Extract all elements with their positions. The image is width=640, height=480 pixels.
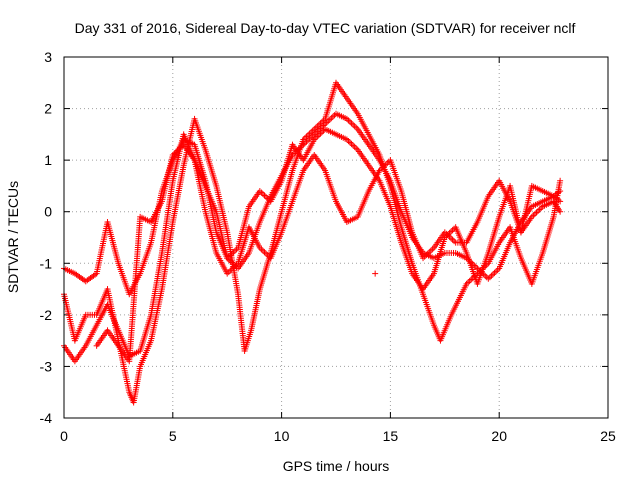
track-1-point: [326, 116, 333, 123]
x-tick-label: 15: [383, 428, 399, 444]
grid: [64, 57, 608, 418]
y-tick-label: -4: [40, 410, 53, 426]
y-axis-label: SDTVAR / TECUs: [5, 181, 21, 293]
track-4-point: [346, 139, 353, 146]
y-tick-label: -3: [40, 358, 53, 374]
track-4-point: [351, 143, 358, 150]
y-tick-label: 0: [44, 204, 52, 220]
track-3-point: [451, 238, 458, 245]
plot-frame: [63, 56, 609, 419]
track-3-point: [449, 236, 456, 243]
track-2-point: [557, 177, 564, 184]
y-tick-label: 3: [44, 49, 52, 65]
track-1-point: [491, 269, 498, 276]
x-tick-label: 20: [491, 428, 507, 444]
track-1-point: [486, 274, 493, 281]
x-tick-label: 5: [169, 428, 177, 444]
track-4-point: [231, 247, 238, 254]
track-4-point: [263, 193, 270, 200]
y-tick-label: -1: [40, 255, 53, 271]
chart-title: Day 331 of 2016, Sidereal Day-to-day VTE…: [75, 20, 576, 36]
track-4-point: [350, 142, 357, 149]
track-3-point: [263, 250, 270, 257]
track-4-point: [449, 227, 456, 234]
track-4-point: [557, 198, 564, 205]
data-points: [61, 79, 564, 406]
track-1-point: [348, 120, 355, 127]
track-4-point: [348, 140, 355, 147]
track-3-point: [533, 209, 540, 216]
track-1-point: [350, 121, 357, 128]
track-1-point: [351, 123, 358, 130]
track-1-point: [489, 271, 496, 278]
track-1-point: [488, 272, 495, 279]
track-3-point: [536, 206, 543, 213]
track-3-point: [535, 207, 542, 214]
x-axis-label: GPS time / hours: [283, 458, 390, 474]
track-1-point: [328, 115, 335, 122]
y-tick-label: 1: [44, 152, 52, 168]
track-2-point: [466, 277, 473, 284]
track-4-point: [353, 145, 360, 152]
track-1-point: [485, 275, 492, 282]
track-4-point: [259, 191, 266, 198]
track-4-point: [261, 192, 268, 199]
tick-labels: 0 5 10 15 20 25 -4 -3 -2 -1 0 1 2 3: [40, 49, 616, 444]
track-1-point: [493, 268, 500, 275]
x-tick-label: 10: [274, 428, 290, 444]
track-3-point: [259, 247, 266, 254]
y-tick-label: -2: [40, 307, 53, 323]
track-3-point: [261, 249, 268, 256]
track-1-point: [353, 124, 360, 131]
track-3-point: [429, 246, 436, 253]
outlier-point: [372, 270, 379, 277]
x-tick-label: 0: [60, 428, 68, 444]
track-1-point: [331, 112, 338, 119]
track-1-point: [346, 118, 353, 125]
track-3-point: [557, 208, 564, 215]
track-3-point: [530, 212, 537, 219]
x-tick-label: 25: [600, 428, 616, 444]
y-tick-label: 2: [44, 101, 52, 117]
